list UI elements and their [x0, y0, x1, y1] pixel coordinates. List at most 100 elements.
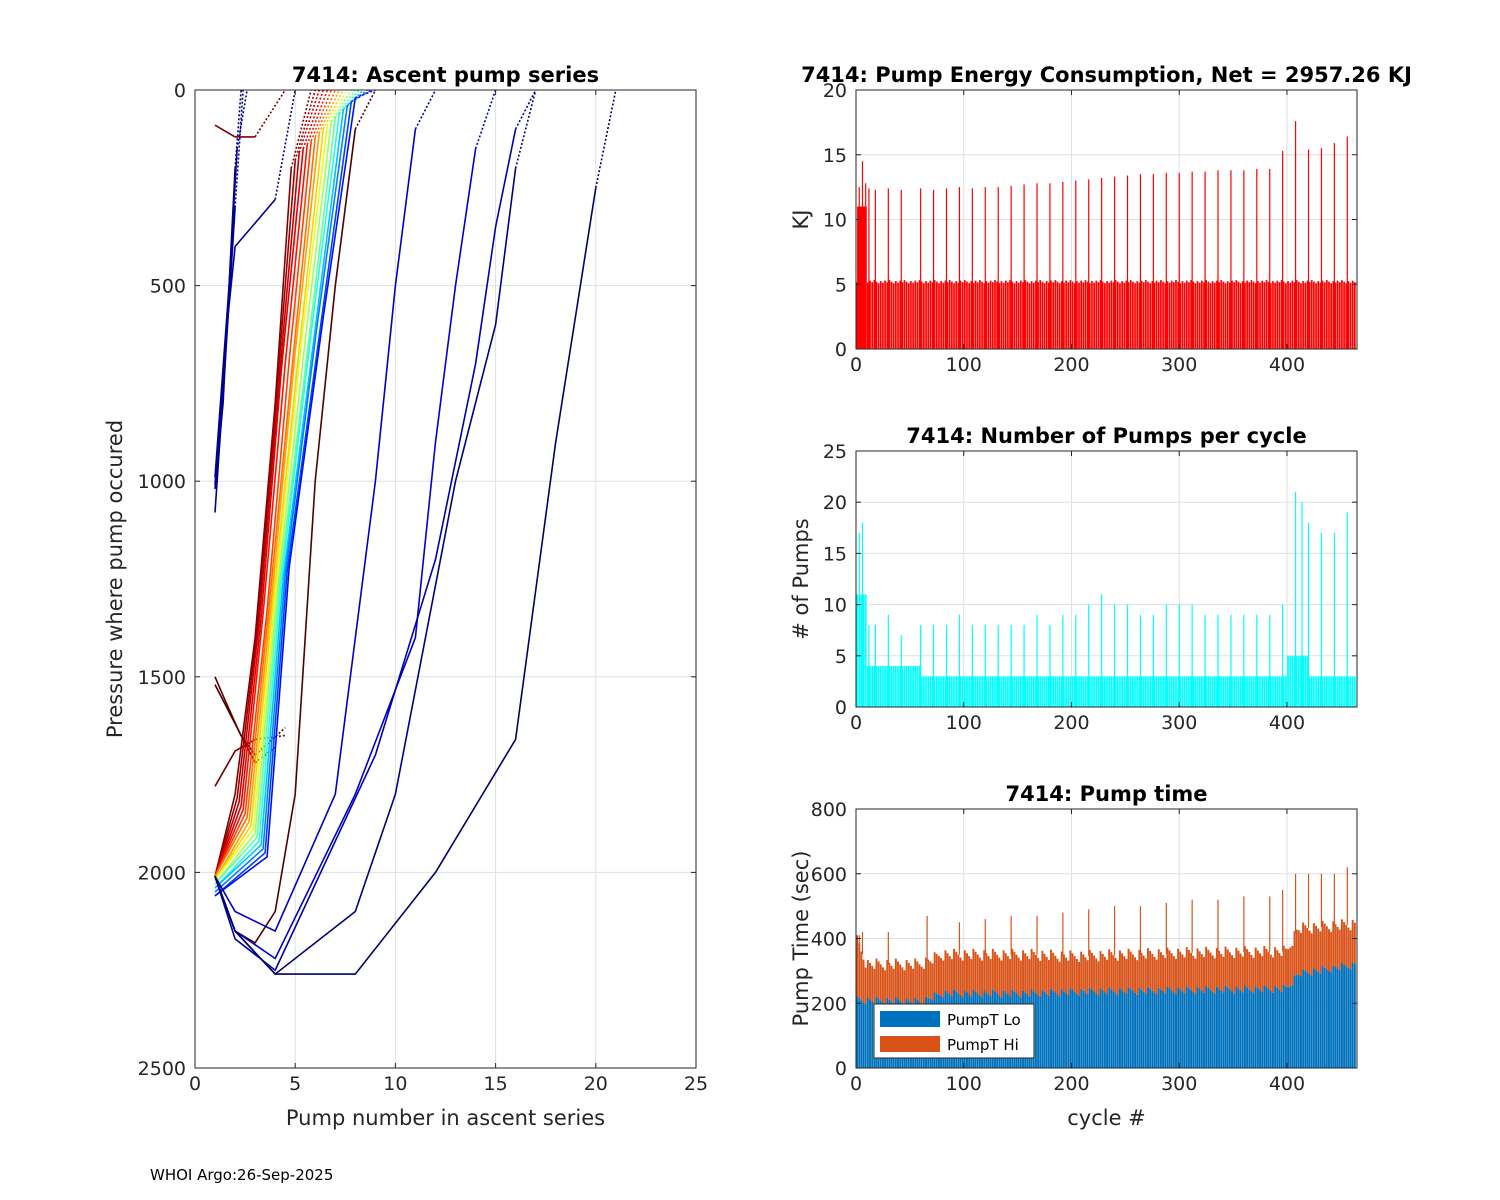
pumptime-hi-bar [890, 965, 893, 1002]
energy-bar [1136, 281, 1139, 349]
pumptime-hi-bar [1295, 929, 1298, 975]
energy-bar [1063, 282, 1065, 349]
pumptime-frame: 0 100 200 300 400 0 200 400 600 800 7414: Pump tim… [789, 782, 1358, 1130]
pumptime-hi-bar [1243, 946, 1246, 986]
pumptime-lo-bar [1052, 990, 1055, 1068]
pumptime-hi-bar [1267, 951, 1270, 989]
energy-bar [1076, 281, 1078, 349]
pumps-xtick-label: 100 [946, 712, 982, 734]
pumps-bar [1097, 676, 1100, 707]
pumps-bar [1188, 676, 1190, 707]
energy-bar [1274, 282, 1276, 349]
pumps-bar [1144, 676, 1147, 707]
pumps-bar [1200, 676, 1203, 707]
pumps-bar [1019, 676, 1022, 707]
energy-bar [1114, 280, 1117, 349]
energy-bar [1179, 283, 1182, 349]
energy-bar [905, 281, 908, 349]
pumptime-hi-bar [1323, 923, 1326, 968]
pumptime-hi-bar [989, 959, 992, 997]
series-line-cycle-b1 [214, 105, 349, 893]
pumptime-hi-bar [1289, 947, 1292, 987]
pumptime-lo-bar [1069, 988, 1072, 1068]
pumptime-lo-bar [1056, 994, 1059, 1068]
pumptime-hi-bar [881, 967, 884, 1003]
pumps-bar [1121, 676, 1123, 707]
pumptime-lo-bar [1181, 991, 1184, 1068]
energy-bar [935, 281, 938, 349]
pumptime-lo-bar [1106, 994, 1109, 1068]
series-line-cycle-o2 [214, 136, 316, 877]
pumps-bar [1149, 676, 1151, 707]
pumptime-lo-bar [1075, 993, 1078, 1068]
pumps-bar [907, 666, 910, 707]
pumptime-lo-bar [1125, 994, 1128, 1068]
pumptime-lo-bar [1123, 992, 1126, 1068]
pumptime-hi-bar [940, 958, 943, 996]
pumptime-hi-bar [1340, 919, 1343, 963]
pumps-bar [1198, 676, 1201, 707]
energy-bar [1222, 281, 1225, 349]
pumptime-hi-bar [1106, 959, 1109, 995]
pumptime-lo-bar [1045, 993, 1048, 1068]
energy-bar [1300, 283, 1302, 349]
energy-bar [1218, 282, 1220, 349]
pumps-bar [1336, 676, 1339, 707]
pumptime-hi-bar [1164, 957, 1167, 994]
energy-bar [1252, 281, 1255, 349]
pumptime-hi-bar [856, 935, 859, 997]
pumps-bar [1140, 676, 1143, 707]
pumps-bar [938, 676, 940, 707]
pumptime-hi-bar [1045, 956, 1048, 994]
pumps-bar [1011, 676, 1014, 707]
pumptime-hi-bar [963, 950, 966, 991]
energy-bar [1343, 281, 1345, 349]
pumptime-hi-bar [1024, 953, 1027, 993]
energy-bar [1058, 283, 1061, 349]
pumptime-hi-bar [907, 962, 910, 1001]
pumps-bar [1164, 676, 1167, 707]
pumptime-lo-bar [1037, 995, 1040, 1068]
pumps-ytick-label: 20 [823, 492, 847, 514]
legend-label: PumpT Hi [947, 1036, 1019, 1054]
pumptime-lo-bar [1237, 988, 1240, 1068]
pumps-bar [1334, 676, 1337, 707]
pumps-bar [1321, 676, 1324, 707]
pumptime-ytick-label: 400 [811, 929, 847, 951]
energy-bar [1162, 281, 1164, 349]
pumps-bar [866, 666, 869, 707]
pumptime-hi-bar [1090, 952, 1093, 990]
pumps-bar [1142, 676, 1145, 707]
pumptime-hi-bar [1185, 947, 1188, 987]
pumptime-lo-bar [1207, 987, 1210, 1068]
series-surface-segment-cycle-b3 [355, 89, 376, 99]
energy-bar [871, 282, 874, 349]
pumptime-lo-bar [1062, 991, 1065, 1068]
pumptime-hi-bar [1200, 954, 1203, 991]
energy-bar [920, 281, 923, 349]
pumptime-hi-bar [994, 951, 996, 992]
energy-bar [1168, 282, 1171, 349]
energy-bar [1099, 280, 1102, 349]
energy-bar [1069, 280, 1072, 349]
energy-bar [1246, 280, 1248, 349]
pumptime-hi-bar [1235, 947, 1238, 987]
pumptime-hi-bar [1300, 932, 1302, 977]
pumptime-hi-bar [1058, 961, 1061, 997]
pumptime-hi-bar [862, 959, 865, 1003]
pumps-bar [1203, 676, 1205, 707]
pumptime-hi-bar [871, 965, 874, 1002]
pumptime-hi-bar [1142, 955, 1145, 992]
pumps-bar [1166, 676, 1169, 707]
energy-bar [1239, 283, 1242, 349]
pumps-ytick-label: 5 [835, 646, 847, 668]
pumptime-hi-bar [1108, 949, 1111, 988]
ascent-xtick-label: 20 [584, 1073, 608, 1095]
pumptime-lo-bar [1302, 969, 1305, 1068]
energy-bar [1276, 280, 1279, 349]
energy-bar [927, 282, 930, 349]
pumps-bar [1306, 655, 1309, 707]
pumps-xtick-label: 200 [1053, 712, 1089, 734]
energy-bar [1250, 280, 1253, 349]
pumptime-hi-bar [1002, 950, 1005, 991]
